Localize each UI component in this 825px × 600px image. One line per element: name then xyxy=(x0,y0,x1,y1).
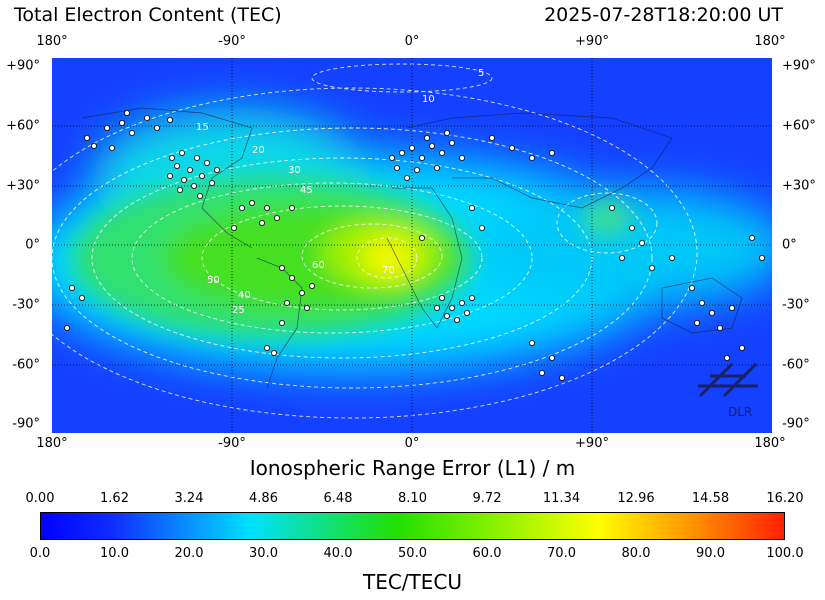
y-tick-right: -30° xyxy=(782,297,810,313)
contour-label: 60 xyxy=(312,260,325,271)
colorbar-top-tick: 16.20 xyxy=(766,491,804,506)
x-tick-top: +90° xyxy=(575,34,609,49)
contour-label: 30 xyxy=(288,165,301,176)
x-tick-bottom: 180° xyxy=(36,436,68,451)
dlr-text: DLR xyxy=(728,405,752,419)
y-tick-left: +90° xyxy=(6,58,40,74)
tec-map-svg: 5 10 15 20 25 30 40 45 50 60 70 DLR xyxy=(52,58,772,433)
colorbar-bottom-tick: 10.0 xyxy=(100,546,129,561)
colorbar-top-tick: 12.96 xyxy=(617,491,655,506)
colorbar-bottom-tick: 100.0 xyxy=(766,546,804,561)
y-tick-left: +30° xyxy=(6,178,40,194)
colorbar-bottom-tick: 50.0 xyxy=(398,546,427,561)
colorbar-top-tick: 8.10 xyxy=(398,491,427,506)
y-tick-left: -30° xyxy=(12,297,40,313)
y-tick-right: 0° xyxy=(782,237,797,253)
x-tick-bottom: 0° xyxy=(404,436,420,451)
colorbar-top-tick: 4.86 xyxy=(249,491,278,506)
colorbar-bottom-tick: 40.0 xyxy=(323,546,353,561)
x-tick-bottom: +90° xyxy=(575,436,609,451)
x-tick-bottom: -90° xyxy=(218,436,246,451)
y-tick-left: 0° xyxy=(25,237,40,253)
colorbar-top-tick: 3.24 xyxy=(174,491,204,506)
colorbar-top-tick: 1.62 xyxy=(100,491,129,506)
tec-map: 5 10 15 20 25 30 40 45 50 60 70 DLR xyxy=(52,58,772,433)
colorbar-bottom-tick: 90.0 xyxy=(696,546,725,561)
contour-label: 5 xyxy=(478,68,484,79)
colorbar-bottom-tick: 80.0 xyxy=(621,546,651,561)
contour-label: 20 xyxy=(252,145,265,156)
x-tick-bottom: 180° xyxy=(754,436,786,451)
y-tick-left: -90° xyxy=(12,416,40,432)
y-tick-right: -90° xyxy=(782,416,810,432)
y-tick-left: -60° xyxy=(12,357,40,373)
contour-label: 25 xyxy=(232,305,245,316)
station-markers xyxy=(63,110,766,381)
colorbar-top-tick: 6.48 xyxy=(323,491,353,506)
contour-label: 15 xyxy=(196,122,209,133)
colorbar-bottom-tick: 60.0 xyxy=(472,546,502,561)
colorbar-label: TEC/TECU xyxy=(362,570,462,594)
timestamp-label: 2025-07-28T18:20:00 UT xyxy=(544,4,783,26)
y-tick-right: +90° xyxy=(782,58,816,74)
colorbar-top-tick: 11.34 xyxy=(542,491,581,506)
colorbar-top-tick: 14.58 xyxy=(691,491,730,506)
contours xyxy=(52,63,698,419)
y-tick-right: -60° xyxy=(782,357,810,373)
colorbar-top-tick: 9.72 xyxy=(472,491,502,506)
x-tick-top: 0° xyxy=(404,34,420,49)
x-tick-top: 180° xyxy=(36,34,68,49)
colorbar xyxy=(40,512,785,540)
contour-label: 50 xyxy=(207,275,220,286)
y-tick-right: +60° xyxy=(782,118,816,134)
colorbar-bottom-tick: 0.0 xyxy=(29,546,51,561)
contour-label-group: 5 10 15 20 25 30 40 45 50 60 70 xyxy=(196,68,484,316)
graticule xyxy=(52,58,772,433)
map-title: Total Electron Content (TEC) xyxy=(14,4,282,26)
y-tick-left: +60° xyxy=(6,118,40,134)
colorbar-top-tick: 0.00 xyxy=(25,491,55,506)
contour-label: 10 xyxy=(422,94,435,105)
y-tick-right: +30° xyxy=(782,178,816,194)
tec-field xyxy=(52,58,772,433)
contour-label: 40 xyxy=(238,290,251,301)
x-tick-top: -90° xyxy=(218,34,246,49)
coastlines xyxy=(81,107,743,389)
contour-label: 70 xyxy=(382,265,395,276)
contour-label: 45 xyxy=(300,185,313,196)
colorbar-bottom-tick: 20.0 xyxy=(174,546,204,561)
x-tick-top: 180° xyxy=(754,34,786,49)
dlr-logo: DLR xyxy=(698,362,758,419)
colorbar-bottom-tick: 30.0 xyxy=(249,546,278,561)
colorbar-bottom-tick: 70.0 xyxy=(547,546,576,561)
x-axis-label: Ionospheric Range Error (L1) / m xyxy=(249,456,576,480)
